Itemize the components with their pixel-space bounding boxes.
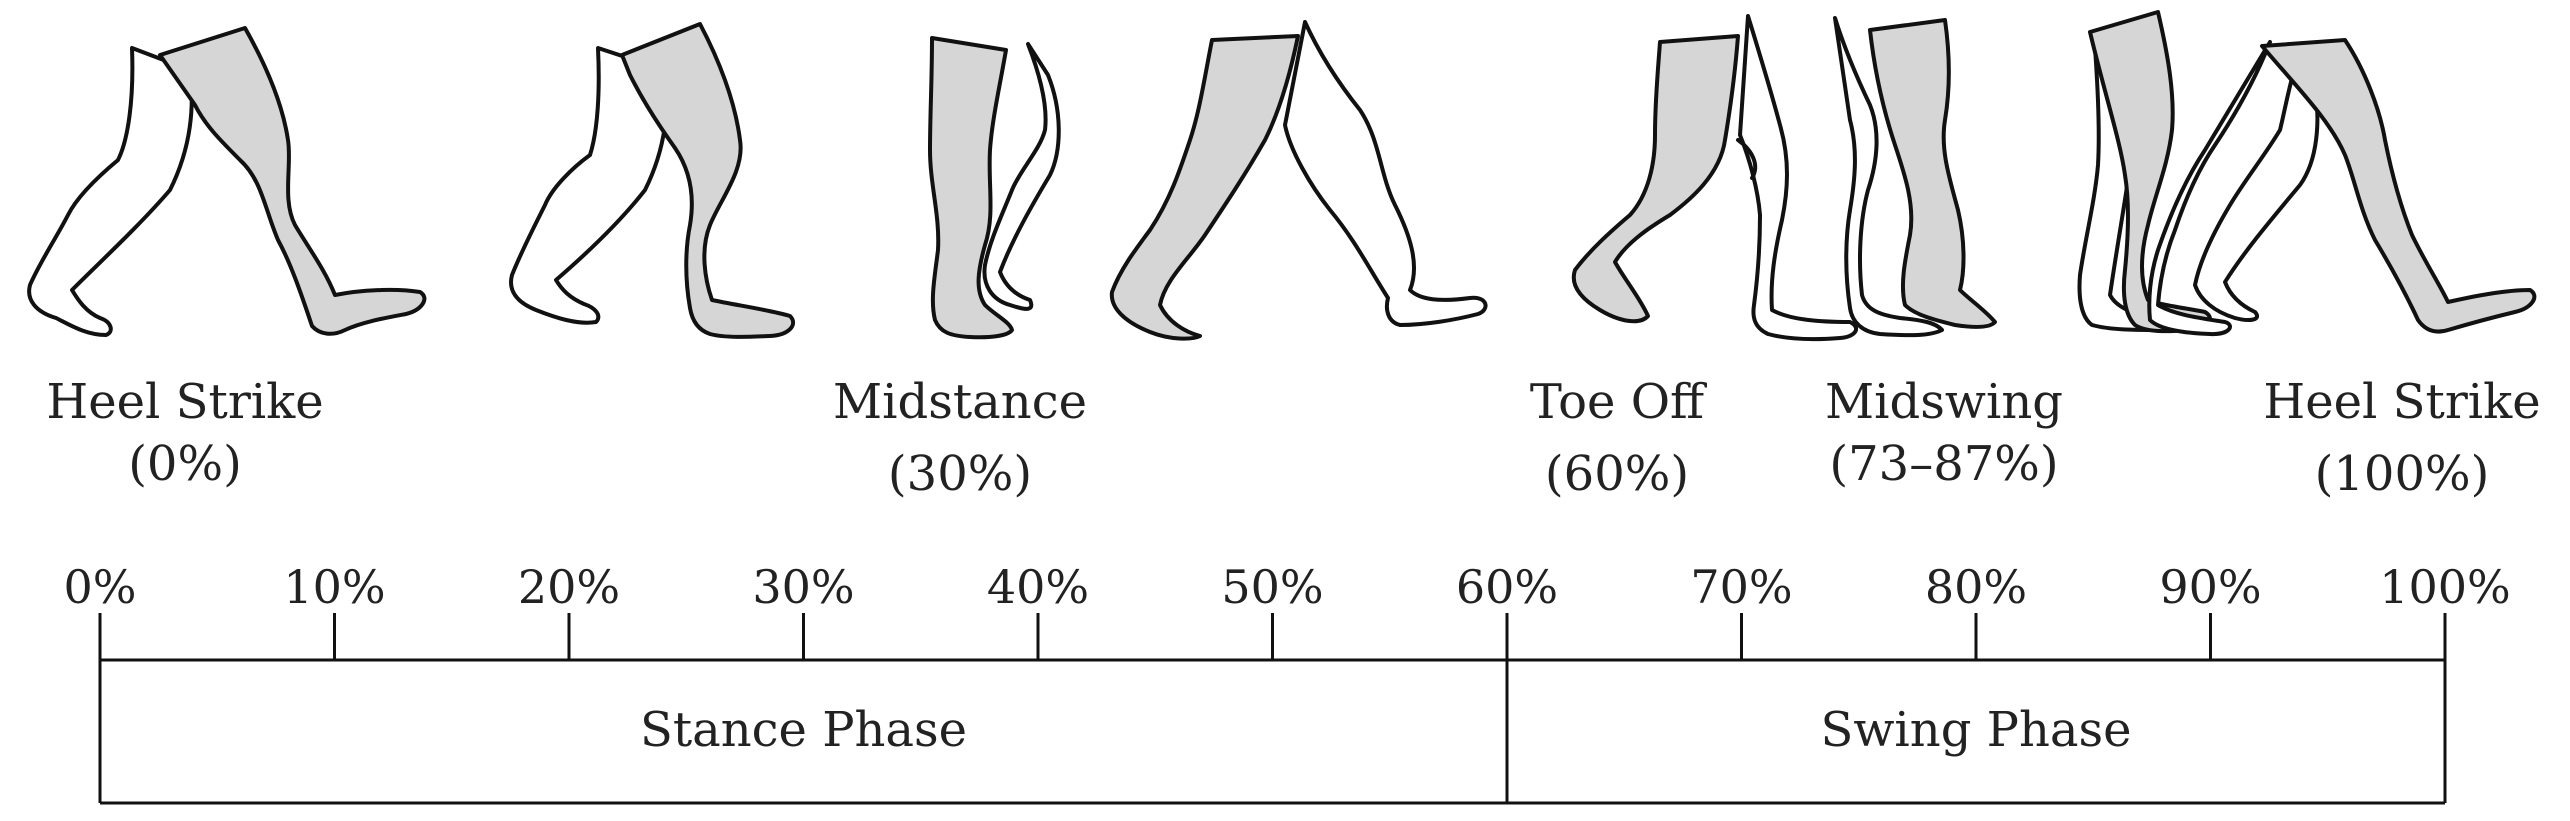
timeline-tick-label: 30% <box>752 560 854 614</box>
front-leg-white <box>1738 14 1859 342</box>
phase-pct-midswing: (73–87%) <box>1829 436 2058 492</box>
near-leg-shaded <box>928 36 1014 340</box>
leg-figure-terminal-swing <box>2077 10 2272 337</box>
leg-figure-midswing <box>1833 16 1997 338</box>
timeline-tick-label: 0% <box>64 560 137 614</box>
near-leg-white <box>2193 48 2320 322</box>
swing-leg-shaded <box>1868 18 1997 329</box>
knee-curve <box>1736 138 1758 180</box>
stance-phase-label: Stance Phase <box>640 702 967 758</box>
gait-timeline: 0% 10% 20% 30% 40% 50% 60% 70% 80% 90% 100% Stance … <box>64 560 2511 805</box>
far-leg-shaded <box>158 26 427 336</box>
swing-phase-label: Swing Phase <box>1820 702 2131 758</box>
rear-leg-shaded <box>1109 34 1300 341</box>
phase-name-midswing: Midswing <box>1825 374 2063 430</box>
timeline-tick-label: 100% <box>2379 560 2511 614</box>
leg-figure-terminal-stance <box>1109 20 1488 341</box>
front-leg-white <box>1283 20 1488 327</box>
leg-figure-heel-strike-end <box>2193 38 2537 334</box>
far-leg-shaded <box>620 22 796 339</box>
far-leg-shaded <box>2260 38 2537 334</box>
rear-leg-shaded <box>1571 34 1740 324</box>
phase-name-midstance: Midstance <box>833 374 1087 430</box>
stance-leg-white <box>1833 16 1944 338</box>
timeline-tick-label: 20% <box>518 560 620 614</box>
phase-pct-heel-strike-end: (100%) <box>2315 446 2490 502</box>
timeline-tick-label: 70% <box>1690 560 1792 614</box>
timeline-tick-label: 80% <box>1925 560 2027 614</box>
timeline-tick-label: 50% <box>1221 560 1323 614</box>
timeline-tick-label: 10% <box>283 560 385 614</box>
phase-name-heel-strike-start: Heel Strike <box>46 374 323 430</box>
phase-name-heel-strike-end: Heel Strike <box>2263 374 2540 430</box>
leg-figure-midstance <box>928 36 1061 340</box>
near-leg-white <box>27 46 194 337</box>
phase-pct-toe-off: (60%) <box>1545 446 1689 502</box>
timeline-tick-label: 40% <box>987 560 1089 614</box>
leg-figure-heel-strike-start <box>27 26 427 337</box>
phase-pct-heel-strike-start: (0%) <box>128 436 242 492</box>
timeline-tick-label: 60% <box>1456 560 1558 614</box>
trailing-leg-white <box>2147 40 2272 337</box>
phase-name-toe-off: Toe Off <box>1530 374 1707 430</box>
timeline-tick-label: 90% <box>2159 560 2261 614</box>
leg-figure-toe-off <box>1571 14 1859 342</box>
leg-figure-loading <box>509 22 796 339</box>
far-leg-white <box>982 42 1061 311</box>
near-leg-white <box>509 46 669 325</box>
phase-labels: Heel Strike (0%) Midstance (30%) Toe Off… <box>46 374 2540 502</box>
phase-pct-midstance: (30%) <box>888 446 1032 502</box>
